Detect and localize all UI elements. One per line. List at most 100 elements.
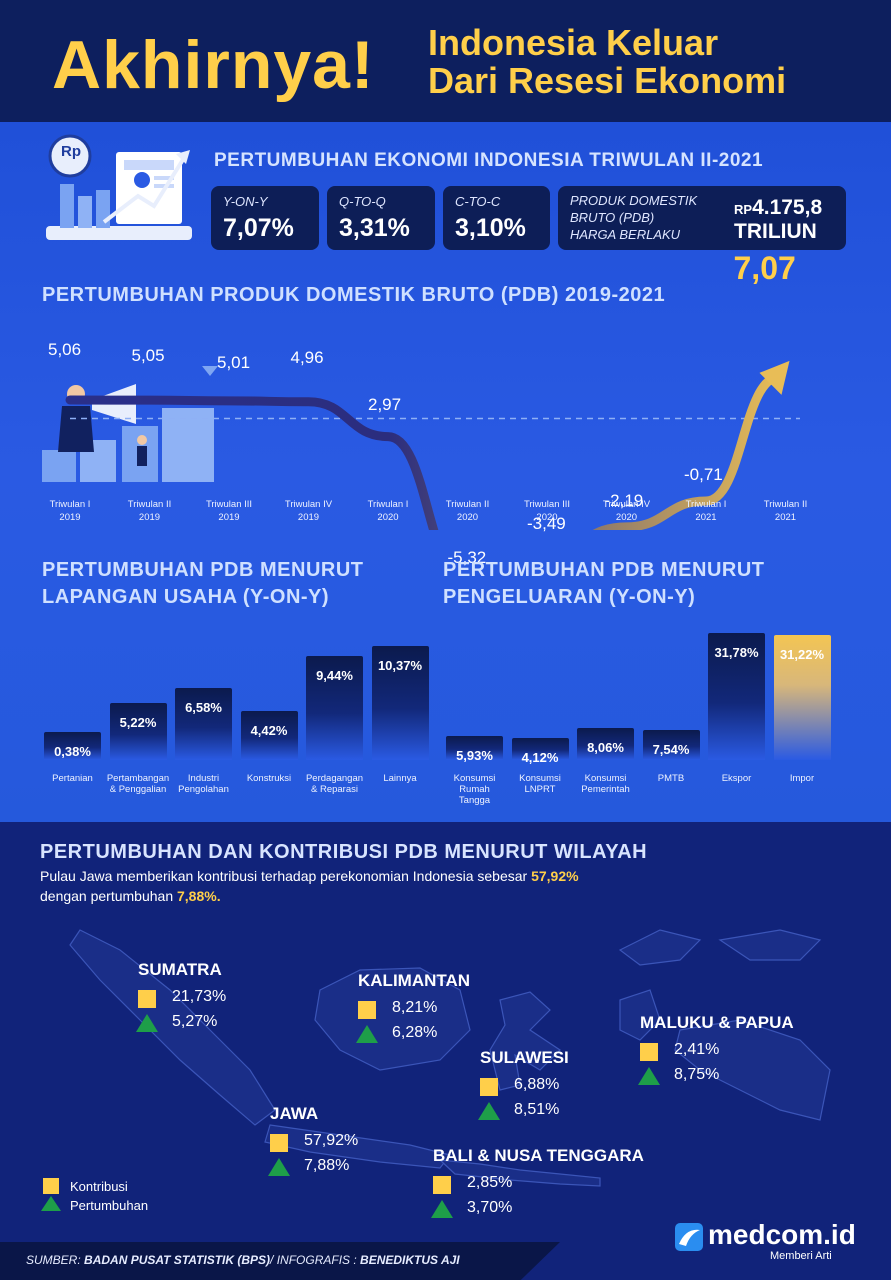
tick-quarter: Triwulan II <box>763 499 808 510</box>
region-kontribusi-value: 2,85% <box>467 1174 513 1191</box>
tick-year: 2021 <box>774 512 797 523</box>
region-kontribusi-value: 8,21% <box>392 999 438 1016</box>
region-pertumbuhan-value: 8,75% <box>674 1066 720 1083</box>
stat-value: 3,10% <box>455 214 526 242</box>
region-title: PERTUMBUHAN DAN KONTRIBUSI PDB MENURUT W… <box>40 841 648 863</box>
sector-title-line-2: LAPANGAN USAHA (Y-ON-Y) <box>42 586 330 608</box>
headline-main: Akhirnya! <box>52 27 375 103</box>
category-line: Konsumsi <box>453 773 496 784</box>
x-tick-label: Triwulan IV 2019 <box>269 498 349 524</box>
bar-category-label: Ekspor <box>696 773 777 784</box>
x-tick-label: Triwulan IV 2020 <box>587 498 667 524</box>
rupiah-icon: Rp <box>61 143 81 160</box>
region-kontribusi-value: 6,88% <box>514 1076 560 1093</box>
region-name: SUMATRA <box>138 960 222 979</box>
region-desc-text-2: dengan pertumbuhan <box>40 888 177 904</box>
tick-quarter: Triwulan II <box>127 499 172 510</box>
tick-year: 2019 <box>218 512 240 523</box>
line-point-label: 2,97 <box>368 394 402 414</box>
infographic-label: / INFOGRAFIS : <box>270 1253 357 1267</box>
stat-box-qtq: Q-TO-Q 3,31% <box>327 186 435 250</box>
bar-value-label: 8,06% <box>587 739 624 755</box>
bar-value-label: 10,37% <box>377 657 423 673</box>
bar <box>577 727 634 760</box>
bar <box>511 738 569 760</box>
kontribusi-square-icon <box>433 1176 451 1194</box>
pdb-label: PRODUK DOMESTIK BRUTO (PDB) HARGA BERLAK… <box>570 192 697 243</box>
line-point-label: -3,49 <box>527 513 566 533</box>
region-pertumbuhan-value: 5,27% <box>172 1013 218 1030</box>
region-pertumbuhan-value: 6,28% <box>392 1024 438 1041</box>
tick-year: 2020 <box>377 512 399 523</box>
x-tick-label: Triwulan II 2019 <box>110 498 190 524</box>
bar-category-label: Konstruksi <box>229 773 310 784</box>
stat-box-pdb: PRODUK DOMESTIK BRUTO (PDB) HARGA BERLAK… <box>558 186 846 250</box>
stat-label: Q-TO-Q <box>339 194 386 209</box>
bar-category-label: Konsumsi LNPRT <box>500 773 581 795</box>
legend-pertumbuhan-icon <box>41 1196 61 1211</box>
bar <box>371 645 429 760</box>
pertumbuhan-triangle-icon <box>431 1200 453 1218</box>
kontribusi-square-icon <box>358 1001 376 1019</box>
bar-value-label: 31,78% <box>714 644 759 660</box>
brand-name: medcom.id <box>708 1219 856 1250</box>
pdb-line-chart <box>65 360 800 530</box>
region-desc-highlight: 57,92% <box>531 868 579 884</box>
legend-pertumbuhan: Pertumbuhan <box>70 1198 149 1213</box>
category-line: PMTB <box>657 773 685 784</box>
region-name: KALIMANTAN <box>358 971 471 990</box>
line-point-label: -2,19 <box>604 490 644 510</box>
category-line: & Reparasi <box>311 784 358 795</box>
kontribusi-square-icon <box>480 1078 498 1096</box>
stat-box-ctc: C-TO-C 3,10% <box>443 186 550 250</box>
region-name: JAWA <box>270 1104 319 1123</box>
bar-category-label: Konsumsi Rumah Tangga <box>434 773 515 806</box>
medcom-logo-icon <box>675 1223 703 1251</box>
line-point-label: 5,06 <box>48 340 82 359</box>
headline-line-1: Indonesia Keluar <box>428 22 719 63</box>
line-point-label: 5,01 <box>217 352 251 372</box>
stat-box-yoy: Y-ON-Y 7,07% <box>211 186 319 250</box>
headline-sub: Indonesia Keluar Dari Resesi Ekonomi <box>428 24 786 100</box>
bar-category-label: Perdagangan & Reparasi <box>294 773 375 795</box>
bar <box>306 656 363 760</box>
tick-quarter: Triwulan IV <box>602 499 651 510</box>
line-point-label: 5,05 <box>131 346 165 366</box>
category-line: Konsumsi <box>584 773 627 784</box>
tick-quarter: Triwulan I <box>685 499 727 510</box>
pdb-label-3: HARGA BERLAKU <box>570 227 681 242</box>
category-line: Rumah <box>459 784 490 795</box>
category-line: Perdagangan <box>305 773 364 784</box>
headline-line-2: Dari Resesi Ekonomi <box>428 60 787 101</box>
category-line: Ekspor <box>721 773 752 784</box>
bar-category-label: Industri Pengolahan <box>163 773 244 795</box>
bar-category-label: Konsumsi Pemerintah <box>565 773 646 795</box>
region-pertumbuhan-value: 7,88% <box>304 1157 350 1174</box>
region-desc-highlight-2: 7,88%. <box>177 888 221 904</box>
x-tick-label: Triwulan I 2021 <box>666 498 746 524</box>
header-banner <box>0 0 891 122</box>
bar-category-label: Pertanian <box>32 773 113 784</box>
region-name: MALUKU & PAPUA <box>640 1013 794 1032</box>
tick-year: 2020 <box>456 512 479 523</box>
category-line: Konsumsi <box>519 773 561 784</box>
category-line: Konstruksi <box>246 773 292 784</box>
tick-year: 2019 <box>297 512 320 523</box>
bar-value-label: 6,58% <box>185 699 222 715</box>
region-pertumbuhan-value: 8,51% <box>514 1101 560 1118</box>
trend-arrow-head <box>759 360 790 395</box>
region-kontribusi-value: 57,92% <box>304 1132 359 1149</box>
region-name: BALI & NUSA TENGGARA <box>433 1146 644 1165</box>
category-line: Industri <box>187 773 220 784</box>
source-label: SUMBER: <box>26 1253 81 1267</box>
pdb-series-line <box>65 372 784 530</box>
tick-year: 2019 <box>59 512 81 523</box>
sector-chart-title: PERTUMBUHAN PDB MENURUT LAPANGAN USAHA (… <box>42 557 364 611</box>
pdb-label-1: PRODUK DOMESTIK <box>570 193 698 208</box>
tick-quarter: Triwulan IV <box>284 499 333 510</box>
bar-category-label: Pertambangan & Penggalian <box>98 773 179 795</box>
tick-quarter: Triwulan III <box>205 499 253 510</box>
megaphone-person-illustration-icon <box>42 384 214 482</box>
legend-kontribusi-icon <box>43 1178 59 1194</box>
bar-category-label: Lainnya <box>360 773 441 784</box>
